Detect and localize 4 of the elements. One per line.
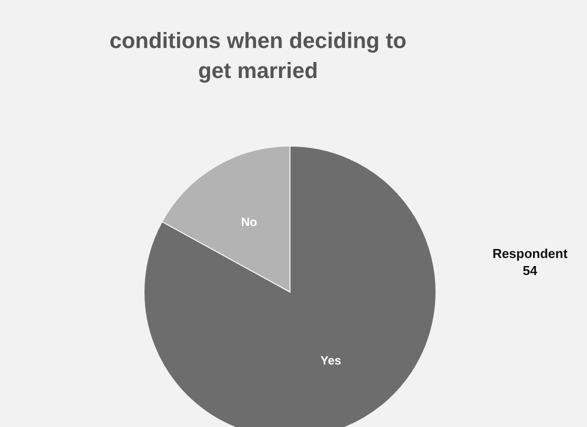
text: Respondent 54 bbox=[492, 246, 568, 278]
chart-title: conditions when deciding to get married bbox=[110, 28, 406, 83]
slice-label: No bbox=[241, 215, 258, 230]
slice-label: Yes bbox=[320, 353, 342, 368]
